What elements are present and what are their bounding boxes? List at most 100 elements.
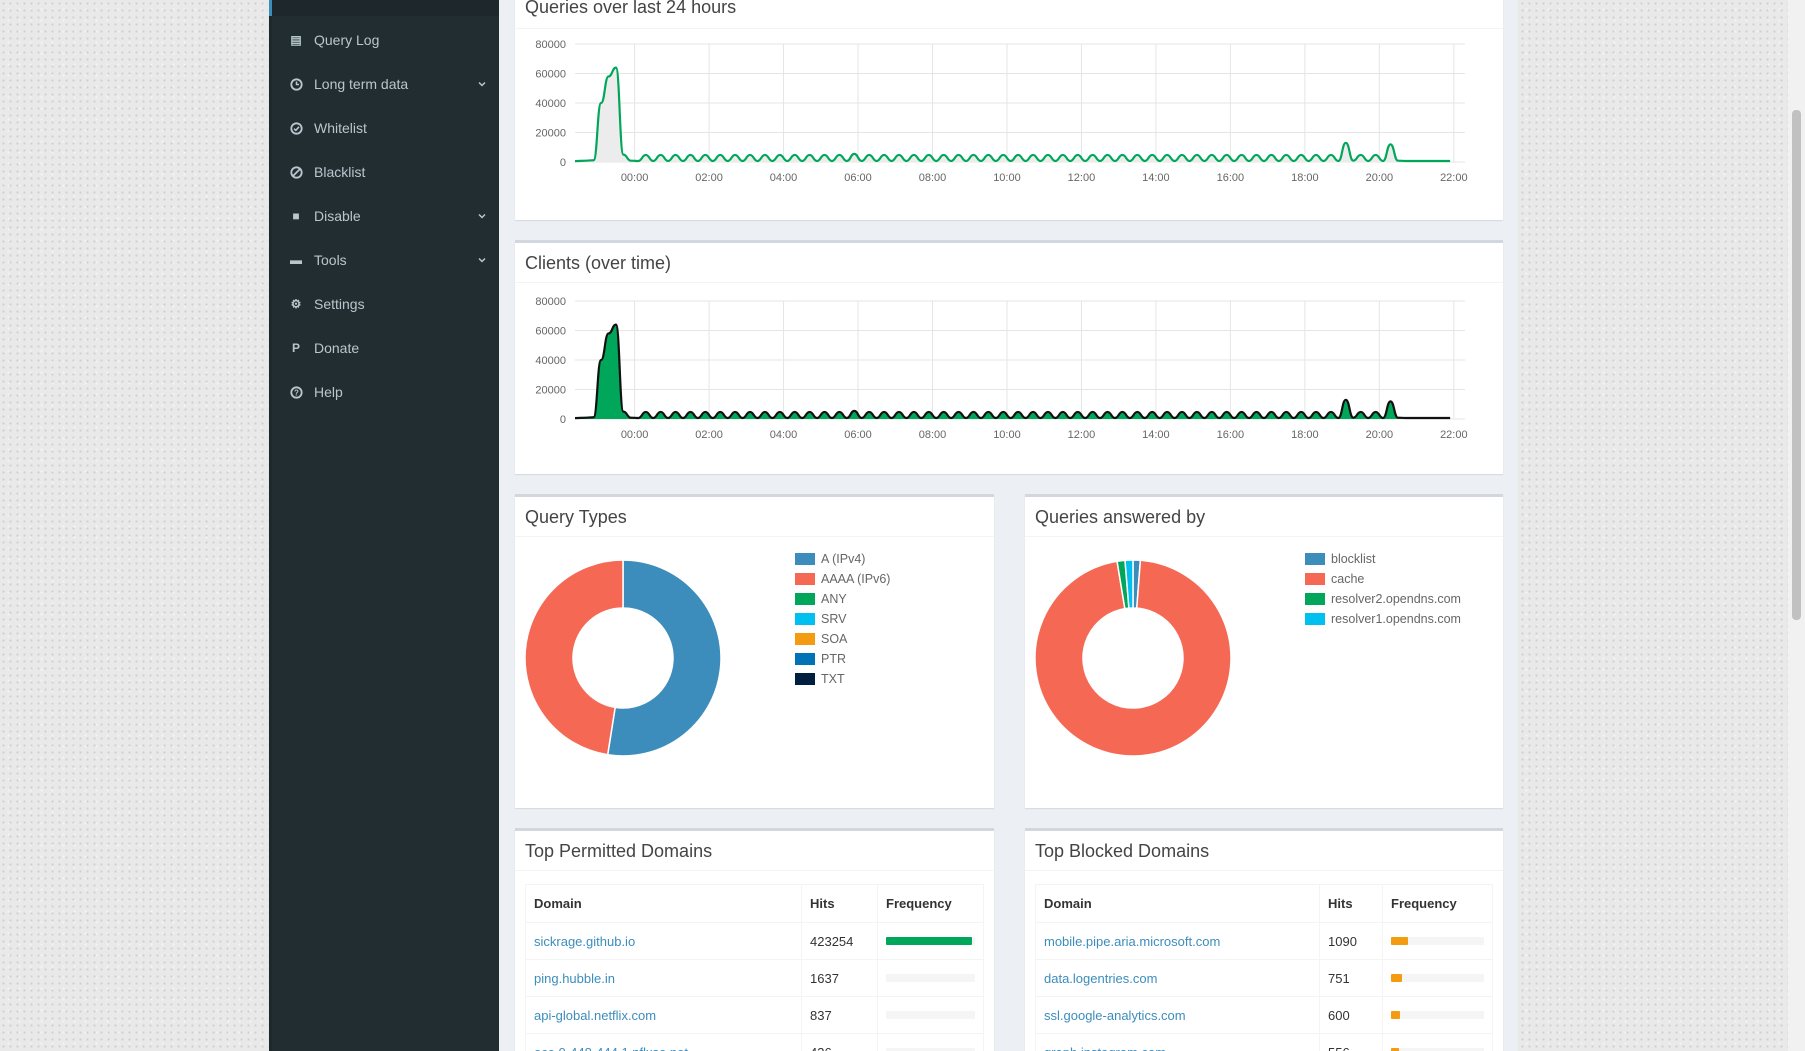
x-tick-label: 16:00 — [1217, 429, 1245, 441]
legend-item[interactable]: A (IPv4) — [795, 549, 890, 569]
legend-item[interactable]: blocklist — [1305, 549, 1461, 569]
sidebar-item-settings[interactable]: ⚙ Settings — [272, 284, 499, 324]
sidebar-item-query-log[interactable]: ▤ Query Log — [272, 20, 499, 60]
legend-item[interactable]: PTR — [795, 649, 890, 669]
table-row: occ-0-448-444.1.nflxso.net 436 — [525, 1033, 984, 1051]
domain-link[interactable]: api-global.netflix.com — [534, 1007, 657, 1023]
legend-label: resolver2.opendns.com — [1331, 592, 1461, 606]
x-tick-label: 20:00 — [1366, 429, 1394, 441]
sidebar-item-help[interactable]: ? Help — [272, 372, 499, 412]
sidebar-item-label: Blacklist — [314, 164, 366, 180]
grid — [575, 300, 1465, 420]
hits-cell: 436 — [801, 1033, 878, 1051]
legend-label: SRV — [821, 612, 847, 626]
frequency-bar — [1391, 937, 1484, 945]
pie-slice — [524, 559, 624, 756]
y-tick-label: 0 — [560, 414, 566, 426]
table-row: graph.instagram.com 556 — [1035, 1033, 1493, 1051]
file-icon: ▤ — [290, 33, 302, 47]
x-tick-label: 14:00 — [1142, 172, 1170, 184]
hits-header: Hits — [801, 884, 878, 923]
frequency-header: Frequency — [877, 884, 984, 923]
frequency-bar — [1391, 974, 1484, 982]
legend-label: blocklist — [1331, 552, 1376, 566]
sidebar-item-donate[interactable]: P Donate — [272, 328, 499, 368]
legend-item[interactable]: cache — [1305, 569, 1461, 589]
hits-cell: 1637 — [801, 959, 878, 997]
legend-swatch — [795, 593, 815, 605]
domain-link[interactable]: occ-0-448-444.1.nflxso.net — [534, 1045, 688, 1051]
frequency-bar-fill — [1391, 1011, 1401, 1019]
query-types-doughnut[interactable] — [515, 537, 755, 807]
domain-link[interactable]: graph.instagram.com — [1044, 1045, 1166, 1051]
domain-link[interactable]: mobile.pipe.aria.microsoft.com — [1044, 933, 1221, 949]
x-tick-label: 02:00 — [695, 172, 723, 184]
legend-item[interactable]: resolver2.opendns.com — [1305, 589, 1461, 609]
y-tick-label: 60000 — [535, 69, 566, 81]
domain-link[interactable]: ssl.google-analytics.com — [1044, 1007, 1186, 1023]
hits-cell: 1090 — [1319, 922, 1383, 960]
answered-by-doughnut[interactable] — [1025, 537, 1265, 807]
frequency-bar-fill — [886, 937, 973, 945]
x-tick-label: 12:00 — [1068, 429, 1096, 441]
answered-by-box: Queries answered by blocklist cache resolv… — [1025, 494, 1503, 808]
hits-cell: 751 — [1319, 959, 1383, 997]
queries-chart-box: Queries over last 24 hours 0 20000 40000 60… — [515, 0, 1503, 220]
legend-item[interactable]: SOA — [795, 629, 890, 649]
frequency-bar — [886, 1048, 975, 1051]
frequency-cell — [877, 1033, 984, 1051]
page-scrollbar[interactable] — [1788, 0, 1805, 1051]
sidebar-item-label: Disable — [314, 208, 361, 224]
frequency-cell — [1382, 1033, 1493, 1051]
legend-item[interactable]: AAAA (IPv6) — [795, 569, 890, 589]
table-row: ssl.google-analytics.com 600 — [1035, 996, 1493, 1034]
queries-chart-title: Queries over last 24 hours — [515, 0, 1503, 29]
question-circle-icon: ? — [288, 384, 304, 400]
legend-label: ANY — [821, 592, 847, 606]
legend-item[interactable]: TXT — [795, 669, 890, 689]
legend-swatch — [1305, 613, 1325, 625]
legend-item[interactable]: ANY — [795, 589, 890, 609]
table-row: ping.hubble.in 1637 — [525, 959, 984, 997]
y-tick-label: 40000 — [535, 98, 566, 110]
sidebar-item-label: Donate — [314, 340, 360, 356]
sidebar-item-whitelist[interactable]: Whitelist — [272, 108, 499, 148]
main-content: Queries over last 24 hours 0 20000 40000 60… — [499, 0, 1518, 1051]
clients-over-time-chart[interactable]: 0 20000 40000 60000 80000 00:00 02:00 04:00 06:0… — [515, 283, 1503, 477]
top-permitted-title: Top Permitted Domains — [515, 831, 994, 871]
x-tick-label: 10:00 — [993, 172, 1021, 184]
legend-item[interactable]: SRV — [795, 609, 890, 629]
scrollbar-thumb[interactable] — [1792, 110, 1801, 620]
sidebar-item-label: Tools — [314, 252, 347, 268]
data-points — [574, 67, 1451, 162]
sidebar: ▤ Query Log Long term data Whitelist Blackli… — [269, 0, 499, 1051]
x-tick-label: 14:00 — [1142, 429, 1170, 441]
x-tick-label: 08:00 — [919, 429, 947, 441]
sidebar-item-blacklist[interactable]: Blacklist — [272, 152, 499, 192]
hits-cell: 423254 — [801, 922, 878, 960]
domain-header: Domain — [525, 884, 802, 923]
legend-swatch — [795, 653, 815, 665]
domain-link[interactable]: data.logentries.com — [1044, 970, 1158, 986]
x-tick-label: 18:00 — [1291, 429, 1319, 441]
sidebar-item-dashboard[interactable] — [269, 0, 499, 16]
legend-label: AAAA (IPv6) — [821, 572, 891, 586]
x-tick-label: 22:00 — [1440, 172, 1468, 184]
domain-link[interactable]: ping.hubble.in — [534, 970, 615, 986]
sidebar-item-label: Long term data — [314, 76, 409, 92]
pie-slice — [1124, 559, 1134, 609]
sidebar-item-long-term-data[interactable]: Long term data — [272, 64, 499, 104]
domain-link[interactable]: sickrage.github.io — [534, 933, 636, 949]
top-blocked-box: Top Blocked Domains Domain Hits Frequenc… — [1025, 828, 1503, 1051]
sidebar-item-label: Whitelist — [314, 120, 367, 136]
legend-item[interactable]: resolver1.opendns.com — [1305, 609, 1461, 629]
frequency-cell — [1382, 959, 1493, 997]
top-blocked-table: Domain Hits Frequency mobile.pipe.aria.m… — [1035, 884, 1493, 1051]
sidebar-item-disable[interactable]: ■ Disable — [272, 196, 499, 236]
table-row: api-global.netflix.com 837 — [525, 996, 984, 1034]
queries-over-time-chart[interactable]: 0 20000 40000 60000 80000 00:00 02:00 04:00 06:0… — [515, 29, 1503, 223]
sidebar-item-tools[interactable]: ▬ Tools — [272, 240, 499, 280]
frequency-bar — [886, 937, 975, 945]
answered-by-title: Queries answered by — [1025, 497, 1503, 537]
gears-icon: ⚙ — [290, 297, 302, 311]
